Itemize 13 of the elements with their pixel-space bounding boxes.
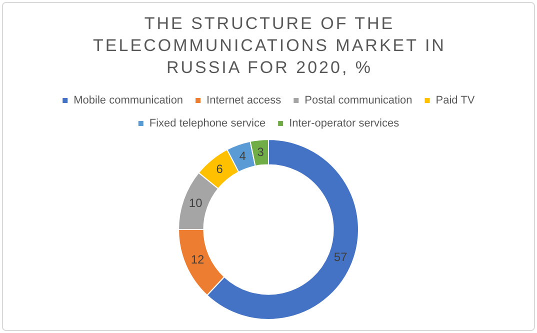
data-label: 57 <box>334 250 348 264</box>
legend-label: Postal communication <box>304 94 412 107</box>
legend-label: Paid TV <box>436 94 476 107</box>
legend-label: Mobile communication <box>74 94 184 107</box>
legend-label: Fixed telephone service <box>149 118 266 130</box>
data-label: 12 <box>190 252 204 267</box>
legend-label: Internet access <box>206 94 282 107</box>
data-label: 3 <box>257 144 264 159</box>
data-label: 6 <box>216 162 224 176</box>
legend-label: Inter-operator services <box>289 118 400 130</box>
data-label: 4 <box>239 148 246 163</box>
data-label: 10 <box>188 196 203 210</box>
chart-title: THE STRUCTURE OF THE TELECOMMUNICATIONS MARKET IN RUSSIA FOR 2020, % <box>92 13 447 79</box>
